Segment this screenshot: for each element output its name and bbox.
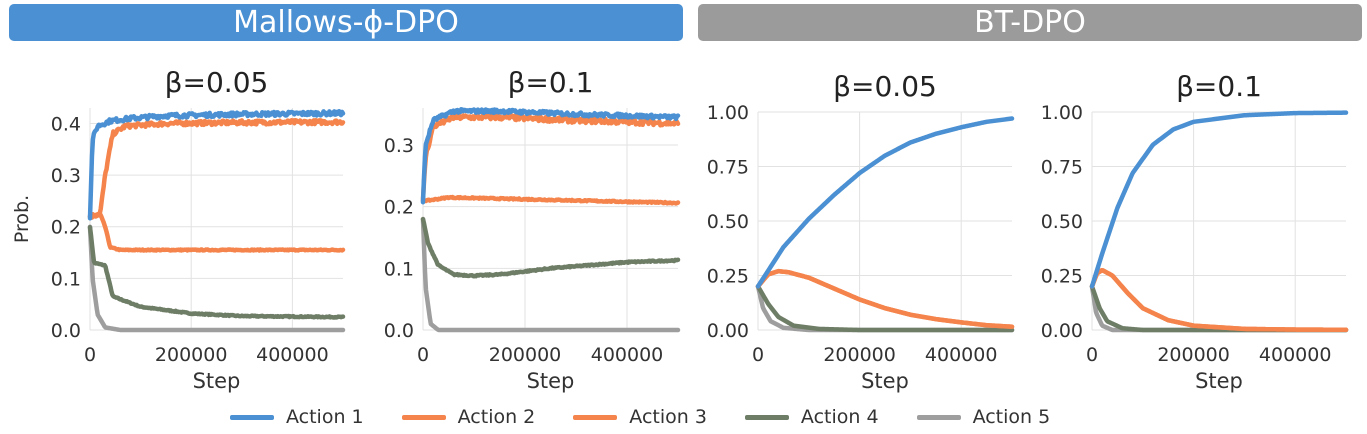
series-line-action-2 — [755, 268, 1015, 329]
series-line-action-1 — [87, 108, 346, 221]
legend-swatch-action-1 — [230, 414, 274, 420]
x-tick-label: 400000 — [591, 344, 664, 366]
series-line-action-5 — [87, 224, 346, 333]
legend-label-action-5: Action 5 — [972, 406, 1051, 428]
chart-title: β=0.05 — [833, 70, 937, 103]
legend-label-action-3: Action 3 — [629, 406, 707, 428]
series-line-action-2 — [87, 117, 346, 220]
y-axis-label: Prob. — [11, 195, 33, 243]
series-line-action-1 — [755, 116, 1015, 289]
chart-panel-4: 0 200000 400000 0.00 0.25 0.50 0.75 1.00 β=0.1 St… — [1041, 70, 1349, 393]
legend-label-action-4: Action 4 — [800, 406, 879, 428]
y-tick-label: 0.50 — [1041, 211, 1083, 233]
series-line-action-4 — [87, 225, 346, 320]
x-axis-label: Step — [193, 369, 241, 393]
y-tick-label: 1.00 — [1041, 102, 1083, 124]
series-line-action-4 — [755, 284, 1015, 333]
x-tick-label: 400000 — [1259, 344, 1332, 366]
x-tick-label: 200000 — [155, 344, 228, 366]
legend-label-action-1: Action 1 — [286, 406, 364, 428]
legend-swatch-action-4 — [744, 414, 789, 420]
x-axis-label: Step — [1195, 369, 1243, 393]
x-tick-label: 0 — [84, 344, 96, 366]
series-line-action-5 — [420, 216, 681, 333]
x-tick-label: 0 — [417, 344, 429, 366]
y-tick-label: 0.00 — [707, 320, 749, 342]
chart-title: β=0.1 — [1176, 70, 1262, 103]
legend-label-action-2: Action 2 — [457, 406, 536, 428]
x-tick-label: 400000 — [925, 344, 998, 366]
y-tick-label: 0.0 — [51, 320, 81, 342]
legend-swatch-action-5 — [916, 414, 961, 420]
series-line-action-3 — [420, 194, 681, 206]
chart-title: β=0.05 — [165, 66, 269, 99]
y-tick-label: 0.0 — [384, 320, 414, 342]
y-tick-label: 1.00 — [707, 102, 749, 124]
x-axis-label: Step — [527, 369, 575, 393]
legend-swatch-action-2 — [401, 414, 446, 420]
series-line-action-3 — [755, 268, 1015, 329]
series-line-action-1 — [1089, 110, 1349, 289]
chart-title: β=0.1 — [508, 66, 594, 99]
legend-item-action-2: Action 2 — [401, 406, 536, 428]
y-tick-label: 0.00 — [1041, 320, 1083, 342]
y-tick-label: 0.2 — [384, 197, 414, 219]
y-tick-label: 0.3 — [51, 165, 81, 187]
y-tick-label: 0.3 — [384, 135, 414, 157]
mallows-dpo-banner: Mallows-ϕ-DPO — [9, 4, 683, 41]
x-tick-label: 200000 — [489, 344, 562, 366]
y-tick-label: 0.25 — [1041, 266, 1083, 288]
legend-item-action-4: Action 4 — [744, 406, 879, 428]
legend-item-action-3: Action 3 — [573, 406, 707, 428]
series-line-action-3 — [1089, 268, 1349, 333]
series-line-action-4 — [420, 216, 681, 279]
x-axis-label: Step — [861, 369, 909, 393]
y-tick-label: 0.75 — [1041, 157, 1083, 179]
legend-item-action-5: Action 5 — [916, 406, 1051, 428]
bt-dpo-banner: BT-DPO — [698, 4, 1362, 41]
x-tick-label: 0 — [1086, 344, 1098, 366]
chart-panel-2: 0 200000 400000 0.0 0.1 0.2 0.3 β=0.1 Step — [384, 66, 681, 393]
y-tick-label: 0.75 — [707, 157, 749, 179]
chart-panel-1: 0 200000 400000 0.0 0.1 0.2 0.3 0.4 β=0.05 Step Pr… — [11, 66, 346, 393]
series-line-action-1 — [420, 107, 681, 205]
x-tick-label: 200000 — [1157, 344, 1230, 366]
y-tick-label: 0.4 — [51, 113, 81, 135]
legend-item-action-1: Action 1 — [230, 406, 364, 428]
legend: Action 1 Action 2 Action 3 Action 4 Acti… — [230, 404, 1160, 430]
y-tick-label: 0.50 — [707, 211, 749, 233]
x-tick-label: 400000 — [256, 344, 329, 366]
y-tick-label: 0.25 — [707, 266, 749, 288]
series-line-action-2 — [1089, 268, 1349, 333]
series-line-action-3 — [87, 211, 346, 253]
y-tick-label: 0.1 — [51, 268, 81, 290]
x-tick-label: 0 — [752, 344, 764, 366]
y-tick-label: 0.2 — [51, 217, 81, 239]
series-line-action-2 — [420, 112, 681, 202]
y-tick-label: 0.1 — [384, 258, 414, 280]
chart-panel-3: 0 200000 400000 0.00 0.25 0.50 0.75 1.00 β=0.05 S… — [707, 70, 1015, 393]
legend-swatch-action-3 — [573, 414, 618, 420]
x-tick-label: 200000 — [823, 344, 896, 366]
